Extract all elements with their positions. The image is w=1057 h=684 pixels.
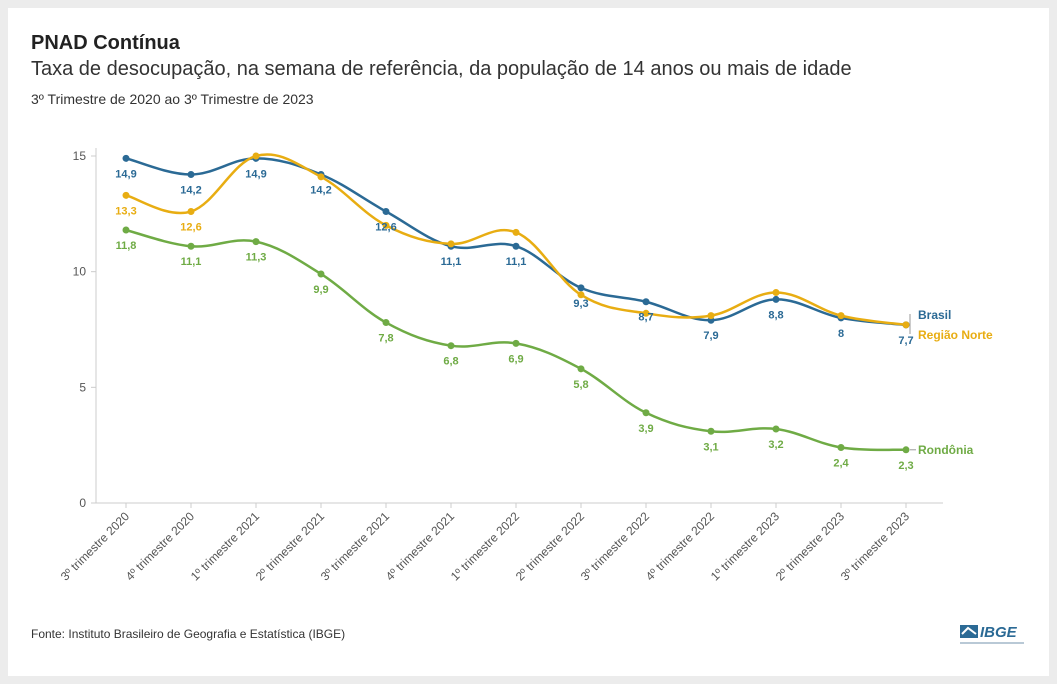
data-point (577, 291, 585, 299)
data-label: 7,7 (898, 335, 913, 347)
data-label: 14,9 (115, 168, 136, 180)
data-label: 8 (838, 328, 844, 340)
data-point (317, 270, 325, 278)
x-tick-label: 2º trimestre 2023 (773, 509, 848, 584)
data-point (187, 171, 195, 179)
x-tick-label: 3º trimestre 2022 (578, 509, 653, 584)
data-label: 14,9 (245, 168, 266, 180)
x-tick-label: 1º trimestre 2021 (188, 509, 263, 584)
x-tick-label: 2º trimestre 2021 (253, 509, 328, 584)
data-point (512, 228, 520, 236)
data-label: 12,6 (180, 222, 201, 234)
logo-flag-icon (960, 625, 978, 638)
data-point (772, 295, 780, 303)
y-tick-label: 15 (73, 149, 87, 163)
data-point (642, 409, 650, 417)
data-point (642, 309, 650, 317)
data-label: 14,2 (310, 185, 331, 197)
data-point (252, 238, 260, 246)
data-point (252, 152, 260, 160)
data-point (187, 208, 195, 216)
data-point (382, 221, 390, 229)
x-tick-label: 4º trimestre 2020 (123, 509, 198, 584)
data-label: 12,6 (375, 222, 396, 234)
data-label: 6,8 (443, 356, 458, 368)
ibge-logo: IBGE (960, 624, 1024, 644)
data-point (577, 284, 585, 292)
x-tick-label: 1º trimestre 2022 (448, 509, 523, 584)
data-label: 11,1 (441, 256, 462, 268)
data-point (187, 242, 195, 250)
chart-period: 3º Trimestre de 2020 ao 3º Trimestre de … (31, 91, 314, 107)
data-label: 5,8 (573, 379, 588, 391)
x-tick-label: 3º trimestre 2020 (58, 509, 133, 584)
source-note: Fonte: Instituto Brasileiro de Geografia… (31, 627, 346, 641)
data-point (772, 288, 780, 296)
data-point (837, 443, 845, 451)
data-point (707, 427, 715, 435)
data-label: 3,9 (638, 423, 653, 435)
series-name-regiao-norte: Região Norte (918, 328, 993, 342)
data-label: 9,3 (573, 298, 588, 310)
data-label: 9,9 (313, 284, 328, 296)
data-point (642, 298, 650, 306)
data-point (382, 319, 390, 327)
data-point (512, 242, 520, 250)
data-point (122, 226, 130, 234)
y-tick-label: 0 (79, 496, 86, 510)
x-tick-label: 3º trimestre 2023 (838, 509, 913, 584)
data-point (447, 240, 455, 248)
data-label: 11,8 (116, 240, 137, 252)
series-name-brasil: Brasil (918, 308, 951, 322)
chart-subtitle: Taxa de desocupação, na semana de referê… (31, 58, 852, 80)
x-tick-label: 1º trimestre 2023 (708, 509, 783, 584)
x-tick-label: 3º trimestre 2021 (318, 509, 393, 584)
data-label: 8,8 (768, 309, 783, 321)
data-label: 6,9 (508, 353, 523, 365)
x-tick-label: 4º trimestre 2021 (383, 509, 458, 584)
data-label: 13,3 (115, 205, 136, 217)
chart-card: PNAD Contínua Taxa de desocupação, na se… (8, 8, 1049, 676)
data-label: 7,9 (703, 330, 718, 342)
data-label: 2,3 (898, 460, 913, 472)
data-label: 11,1 (181, 256, 202, 268)
data-point (122, 191, 130, 199)
data-label: 3,2 (768, 439, 783, 451)
data-point (707, 312, 715, 320)
data-label: 3,1 (703, 441, 718, 453)
data-point (382, 208, 390, 216)
logo-text: IBGE (980, 624, 1018, 641)
data-point (122, 154, 130, 162)
data-label: 8,7 (638, 312, 653, 324)
y-tick-label: 5 (79, 380, 86, 394)
data-point (902, 321, 910, 329)
series-name-rondonia: Rondônia (918, 443, 974, 457)
data-label: 11,1 (506, 256, 527, 268)
data-point (837, 312, 845, 320)
data-label: 7,8 (378, 333, 393, 345)
x-tick-label: 2º trimestre 2022 (513, 509, 588, 584)
data-point (772, 425, 780, 433)
y-tick-label: 10 (73, 265, 87, 279)
data-point (317, 173, 325, 181)
data-point (577, 365, 585, 373)
chart-title: PNAD Contínua (31, 32, 180, 54)
data-point (902, 446, 910, 454)
data-point (447, 342, 455, 350)
x-tick-label: 4º trimestre 2022 (643, 509, 718, 584)
data-label: 14,2 (180, 185, 201, 197)
data-label: 2,4 (833, 457, 849, 469)
data-label: 11,3 (246, 252, 267, 264)
data-point (512, 339, 520, 347)
